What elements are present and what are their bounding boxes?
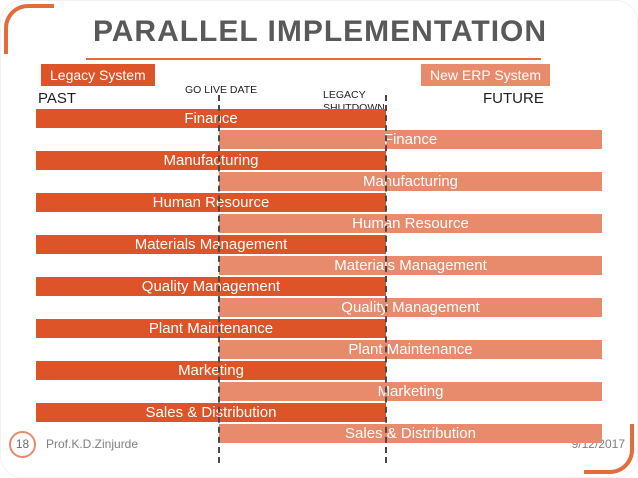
legacy-bar-manufacturing: Manufacturing	[36, 151, 386, 170]
go-live-date-label: GO LIVE DATE	[185, 84, 258, 96]
legacy-bar-quality-management: Quality Management	[36, 277, 386, 296]
erp-bar-sales-distribution: Sales & Distribution	[219, 424, 602, 443]
new-erp-system-label: New ERP System	[421, 64, 550, 86]
page-number: 18	[15, 437, 30, 451]
future-label: FUTURE	[483, 90, 544, 107]
past-label: PAST	[38, 90, 77, 107]
corner-decoration-top-left-icon	[4, 4, 54, 54]
legacy-bar-sales-distribution: Sales & Distribution	[36, 403, 386, 422]
erp-bar-marketing: Marketing	[219, 382, 602, 401]
legacy-bar-human-resource: Human Resource	[36, 193, 386, 212]
legacy-bar-finance: Finance	[36, 109, 386, 128]
legacy-shutdown-dashed-line	[385, 95, 387, 463]
erp-bar-quality-management: Quality Management	[219, 298, 602, 317]
title-underline	[86, 58, 541, 60]
page-number-badge: 18	[9, 431, 36, 458]
legacy-bar-marketing: Marketing	[36, 361, 386, 380]
erp-bar-materials-management: Materials Management	[219, 256, 602, 275]
erp-bar-human-resource: Human Resource	[219, 214, 602, 233]
footer-author: Prof.K.D.Zinjurde	[46, 437, 139, 451]
page-title: PARALLEL IMPLEMENTATION	[92, 15, 548, 48]
legacy-system-label: Legacy System	[41, 64, 155, 86]
erp-bar-manufacturing: Manufacturing	[219, 172, 602, 191]
legacy-bar-plant-maintenance: Plant Maintenance	[36, 319, 386, 338]
go-live-dashed-line	[218, 95, 220, 463]
corner-decoration-bottom-right-icon	[584, 424, 634, 474]
erp-bar-finance: Finance	[219, 130, 602, 149]
legacy-bar-materials-management: Materials Management	[36, 235, 386, 254]
erp-bar-plant-maintenance: Plant Maintenance	[219, 340, 602, 359]
